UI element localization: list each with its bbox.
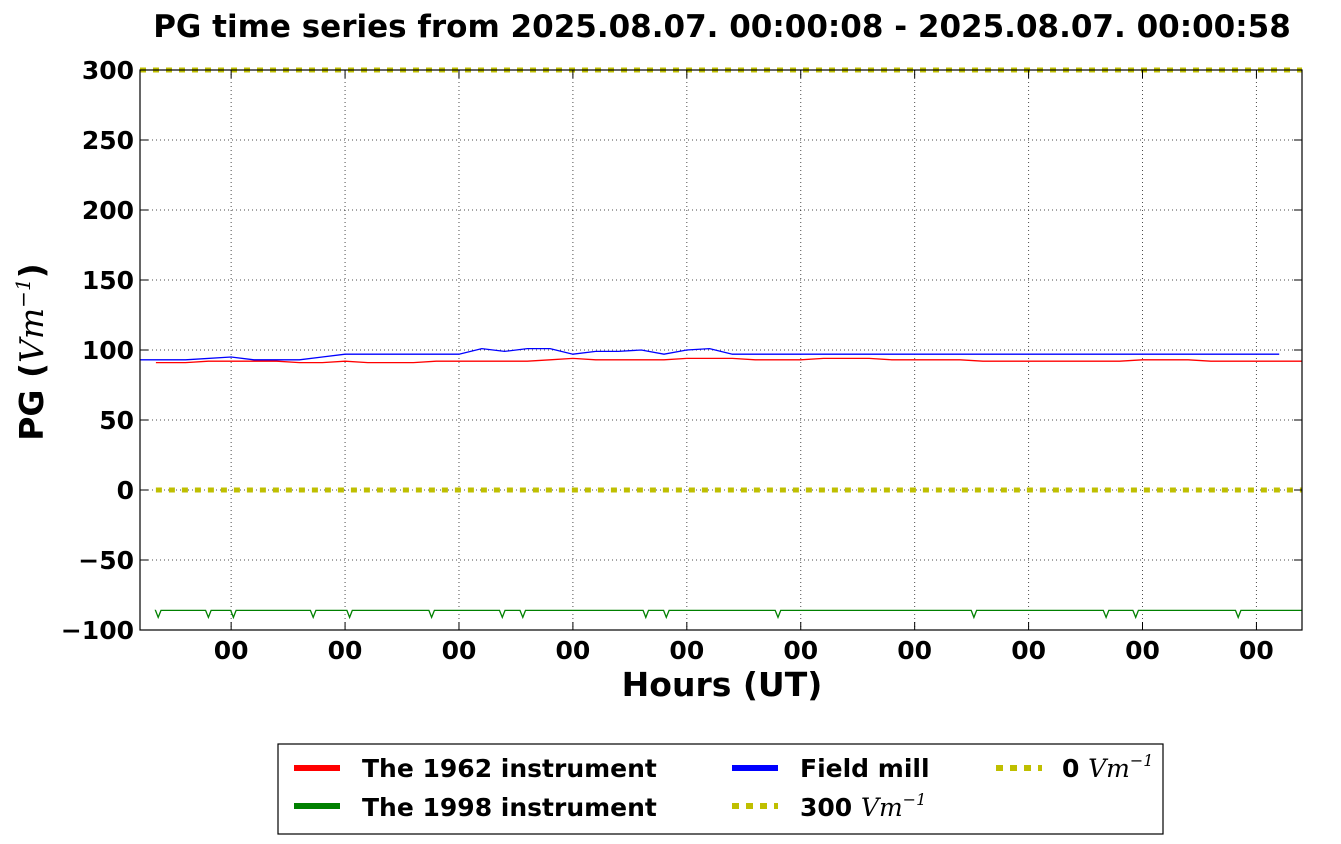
legend-box <box>277 743 1164 835</box>
legend-label-1998: The 1998 instrument <box>362 793 657 822</box>
y-tick-label: 0 <box>117 476 134 505</box>
x-tick-label: 00 <box>1239 636 1274 665</box>
x-tick-label: 00 <box>214 636 249 665</box>
x-tick-label: 00 <box>442 636 477 665</box>
y-tick-label: −100 <box>61 616 134 645</box>
x-tick-label: 00 <box>556 636 591 665</box>
series-1962-instrument <box>155 357 1302 364</box>
series-field-mill <box>140 347 1280 361</box>
legend-label-1962: The 1962 instrument <box>362 754 657 783</box>
legend-label-300-value: 300 <box>800 793 861 822</box>
x-tick-label: 00 <box>897 636 932 665</box>
y-tick-label: −50 <box>78 546 134 575</box>
y-tick-label: 200 <box>82 196 134 225</box>
legend-label-0-unit: Vm <box>1088 754 1130 783</box>
y-tick-labels: 300 250 200 150 100 50 0 −50 −100 <box>61 56 134 645</box>
x-axis-label: Hours (UT) <box>622 665 823 704</box>
chart-title: PG time series from 2025.08.07. 00:00:08… <box>153 9 1291 45</box>
legend-label-0-exp: −1 <box>1130 751 1154 770</box>
x-tick-label: 00 <box>328 636 363 665</box>
x-tick-label: 00 <box>1125 636 1160 665</box>
y-tick-label: 300 <box>82 56 134 85</box>
legend-label-0-value: 0 <box>1062 754 1088 783</box>
y-tick-label: 250 <box>82 126 134 155</box>
legend-label-field-mill: Field mill <box>800 754 930 783</box>
y-axis-label-suffix: ) <box>12 263 51 278</box>
x-tick-labels: 00 00 00 00 00 00 00 00 00 00 <box>214 636 1274 665</box>
legend-label-300-exp: −1 <box>903 790 927 809</box>
y-axis-label-unit: Vm <box>12 308 51 363</box>
y-axis-label: PG (Vm−1) <box>11 263 51 441</box>
x-tick-label: 00 <box>783 636 818 665</box>
x-tick-label: 00 <box>1011 636 1046 665</box>
y-tick-label: 50 <box>99 406 134 435</box>
axis-ticks <box>140 69 1302 631</box>
y-tick-label: 150 <box>82 266 134 295</box>
y-axis-label-prefix: PG ( <box>12 363 51 441</box>
svg-text:PG (Vm−1): PG (Vm−1) <box>11 263 51 441</box>
legend-label-0: 0 Vm−1 <box>1062 751 1153 783</box>
legend-label-300: 300 Vm−1 <box>800 790 926 822</box>
x-tick-label: 00 <box>669 636 704 665</box>
y-tick-label: 100 <box>82 336 134 365</box>
series-1998-instrument <box>154 609 1302 620</box>
grid <box>140 70 1302 630</box>
plot-series <box>140 67 1302 620</box>
y-axis-label-unit-exp: −1 <box>11 278 35 307</box>
legend-label-300-unit: Vm <box>861 793 903 822</box>
legend: The 1962 instrument The 1998 instrument … <box>294 751 1153 822</box>
